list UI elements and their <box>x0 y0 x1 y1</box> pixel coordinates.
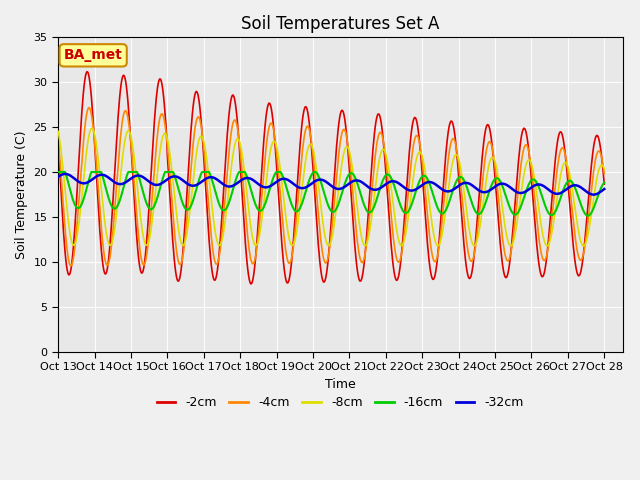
X-axis label: Time: Time <box>325 377 356 391</box>
Y-axis label: Soil Temperature (C): Soil Temperature (C) <box>15 130 28 259</box>
Text: BA_met: BA_met <box>64 48 123 62</box>
Legend: -2cm, -4cm, -8cm, -16cm, -32cm: -2cm, -4cm, -8cm, -16cm, -32cm <box>152 391 529 414</box>
Title: Soil Temperatures Set A: Soil Temperatures Set A <box>241 15 440 33</box>
